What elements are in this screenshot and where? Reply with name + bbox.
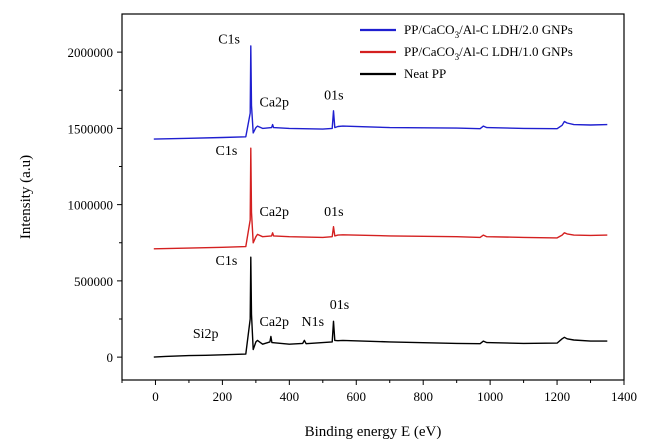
series-line-2 [153, 147, 608, 250]
legend-label: PP/CaCO3/Al-C LDH/1.0 GNPs [404, 44, 573, 62]
peak-label: 01s [324, 88, 343, 103]
y-tick-label: 2000000 [68, 45, 114, 60]
x-tick-label: 600 [347, 389, 367, 404]
series-line-3 [153, 256, 608, 358]
peak-label: Ca2p [259, 315, 289, 330]
peak-label: Ca2p [259, 205, 289, 220]
x-tick-label: 800 [413, 389, 433, 404]
x-axis-title: Binding energy E (eV) [305, 424, 442, 440]
x-tick-label: 400 [280, 389, 300, 404]
y-tick-label: 1000000 [68, 198, 114, 213]
legend-label: PP/CaCO3/Al-C LDH/2.0 GNPs [404, 22, 573, 40]
tick-layer: 0 200 400 600 800 1000 1200 1400 0 500000 1000000 1… [68, 45, 638, 404]
y-axis-title: Intensity (a.u) [18, 155, 34, 239]
y-tick-label: 500000 [74, 274, 113, 289]
x-tick-label: 1000 [477, 389, 503, 404]
legend-label: Neat PP [404, 66, 446, 81]
series-line-1 [153, 45, 608, 140]
peak-label: 01s [324, 205, 343, 220]
peak-label: C1s [216, 254, 238, 269]
y-tick-label: 1500000 [68, 121, 114, 136]
peak-label: N1s [301, 315, 324, 330]
x-tick-label: 200 [213, 389, 233, 404]
peak-label: C1s [218, 33, 240, 48]
x-tick-label: 1400 [611, 389, 637, 404]
plot-area [121, 13, 625, 381]
x-tick-label: 0 [152, 389, 159, 404]
peak-label: Ca2p [259, 95, 289, 110]
series-layer [153, 45, 608, 358]
peak-label: 01s [330, 298, 349, 313]
peak-annotations: C1s Ca2p 01s C1s Ca2p 01s C1s Si2p Ca2p N1s 01s [193, 33, 349, 342]
plot-frame [121, 13, 625, 381]
legend: PP/CaCO3/Al-C LDH/2.0 GNPs PP/CaCO3/Al-C … [360, 22, 573, 81]
x-tick-label: 1200 [544, 389, 570, 404]
peak-label: Si2p [193, 327, 219, 342]
y-tick-label: 0 [107, 350, 114, 365]
peak-label: C1s [216, 144, 238, 159]
